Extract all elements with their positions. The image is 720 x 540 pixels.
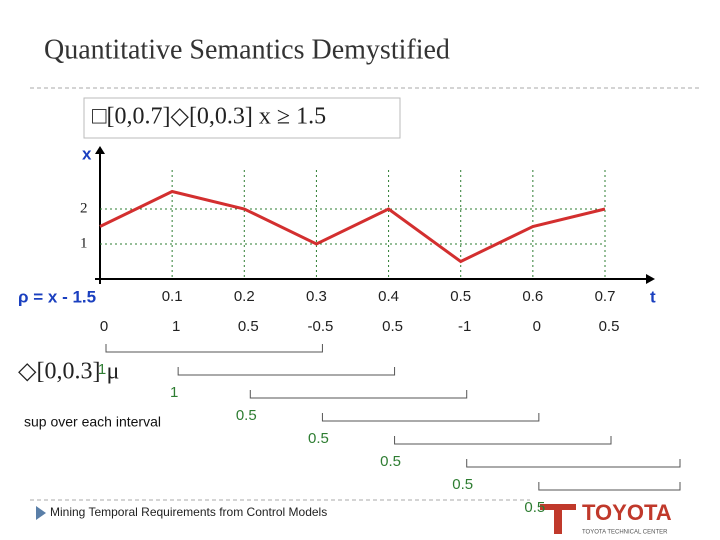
x-tick-label: 0.2	[234, 288, 255, 305]
formula: □[0,0.7]◇[0,0.3] x ≥ 1.5	[92, 104, 326, 130]
x-tick-label: 0.6	[522, 288, 543, 305]
data-line	[99, 189, 606, 264]
x-axis-label: t	[650, 287, 656, 306]
logo-text: TOYOTA	[582, 500, 672, 525]
sup-label: ◇[0,0.3] μ	[18, 359, 119, 385]
robustness-value: 0.5	[599, 318, 620, 335]
sup-value: 0.5	[380, 453, 401, 470]
sup-caption: sup over each interval	[24, 414, 161, 430]
sup-value: 0.5	[452, 476, 473, 493]
interval-bracket	[105, 344, 323, 353]
sup-value: 1	[98, 361, 106, 378]
interval-bracket	[177, 367, 396, 376]
interval-bracket	[321, 413, 540, 422]
x-tick-label: 0.1	[162, 288, 183, 305]
robustness-value: 0	[100, 318, 108, 335]
interval-bracket	[538, 482, 681, 491]
slide-title: Quantitative Semantics Demystified	[44, 34, 450, 65]
robustness-value: 1	[172, 318, 180, 335]
x-axis-arrow	[646, 274, 655, 284]
robustness-value: 0.5	[238, 318, 259, 335]
interval-bracket	[394, 436, 612, 445]
y-axis-label: x	[82, 144, 92, 163]
sup-value: 0.5	[308, 430, 329, 447]
robustness-label: ρ = x - 1.5	[18, 287, 96, 306]
sup-value: 1	[170, 384, 178, 401]
logo-subtext: TOYOTA TECHNICAL CENTER	[582, 530, 668, 536]
footer-text: Mining Temporal Requirements from Contro…	[50, 505, 327, 519]
y-tick-label: 1	[80, 235, 88, 251]
interval-bracket	[466, 459, 681, 468]
sup-value: 0.5	[524, 499, 545, 516]
formula-box	[83, 97, 401, 139]
y-tick-label: 2	[80, 200, 88, 216]
robustness-value: -0.5	[307, 318, 333, 335]
robustness-value: -1	[458, 318, 471, 335]
x-tick-label: 0.5	[450, 288, 471, 305]
interval-bracket	[249, 390, 468, 399]
x-tick-label: 0.7	[595, 288, 616, 305]
x-tick-label: 0.4	[378, 288, 399, 305]
y-axis-arrow	[95, 146, 105, 154]
logo-mark	[540, 504, 576, 534]
footer-arrow	[36, 506, 46, 520]
x-tick-label: 0.3	[306, 288, 327, 305]
robustness-value: 0	[533, 318, 541, 335]
sup-value: 0.5	[236, 407, 257, 424]
robustness-value: 0.5	[382, 318, 403, 335]
